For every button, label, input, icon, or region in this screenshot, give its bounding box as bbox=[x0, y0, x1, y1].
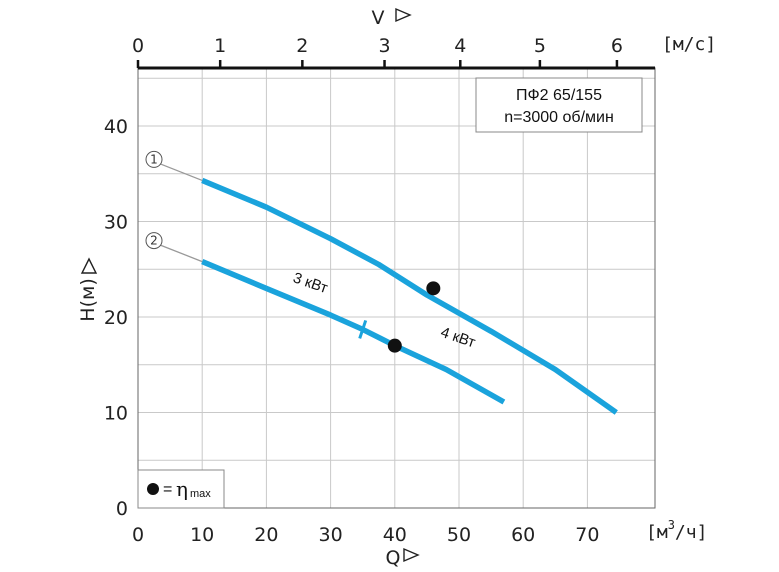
grid bbox=[138, 68, 655, 508]
top-tick-label: 2 bbox=[296, 35, 308, 57]
x-axis-arrow-icon bbox=[403, 547, 420, 563]
x-axis-title: Q bbox=[386, 547, 401, 569]
x-tick-label: 0 bbox=[132, 524, 144, 546]
legend-eta-sub: max bbox=[190, 488, 211, 500]
curve-1-line bbox=[201, 177, 618, 415]
y-tick-label: 20 bbox=[104, 307, 128, 329]
info-box-frame bbox=[475, 77, 643, 133]
x-tick-label: 50 bbox=[447, 524, 471, 546]
top-tick-label: 1 bbox=[214, 35, 226, 57]
x-tick-label: 20 bbox=[254, 524, 278, 546]
x-tick-label: 10 bbox=[190, 524, 214, 546]
legend: = η max bbox=[137, 469, 225, 509]
curve-2-eta-max-point bbox=[387, 338, 402, 353]
power-label: 3 кВт bbox=[291, 269, 330, 297]
x-tick-label: 40 bbox=[383, 524, 407, 546]
curve-1-eta-max-point bbox=[426, 281, 441, 296]
top-tick-label: 6 bbox=[611, 35, 623, 57]
top-tick-label: 4 bbox=[454, 35, 466, 57]
power-label: 4 кВт bbox=[438, 324, 477, 352]
info-box-speed: n=3000 об/мин bbox=[504, 109, 614, 126]
y-axis-arrow-icon bbox=[80, 257, 98, 274]
y-axis-ticks: 0 10 20 30 40 bbox=[104, 116, 128, 520]
x-axis-unit: [м3/ч] bbox=[646, 518, 707, 543]
y-tick-label: 30 bbox=[104, 212, 128, 234]
x-axis-ticks: 0 10 20 30 40 50 60 70 bbox=[132, 524, 600, 546]
curve-2-extrapolation bbox=[153, 241, 203, 263]
info-box-model: ПФ2 65/155 bbox=[516, 87, 602, 104]
top-tick-label: 0 bbox=[132, 35, 144, 57]
y-axis-title: H(м) bbox=[77, 278, 99, 321]
curve-1-marker-circle bbox=[145, 150, 163, 168]
top-tick-label: 5 bbox=[534, 35, 546, 57]
legend-eta: η bbox=[176, 477, 188, 501]
x-tick-label: 60 bbox=[511, 524, 535, 546]
legend-equals: = bbox=[163, 481, 172, 498]
top-tick-label: 3 bbox=[378, 35, 390, 57]
legend-eta-marker bbox=[147, 483, 159, 495]
y-tick-label: 0 bbox=[116, 498, 128, 520]
curves: 1 2 3 кВт 4 кВт bbox=[145, 150, 618, 415]
curve-2-marker-circle bbox=[145, 232, 163, 250]
top-axis-unit: [м/с] bbox=[662, 34, 716, 55]
plot-frame bbox=[137, 67, 656, 509]
info-box: ПФ2 65/155 n=3000 об/мин bbox=[475, 77, 643, 133]
top-axis-arrow-icon bbox=[395, 7, 412, 23]
curve-1-number: 1 bbox=[150, 152, 158, 166]
curve-1-extrapolation bbox=[153, 160, 203, 182]
x-tick-label: 30 bbox=[319, 524, 343, 546]
power-change-tick bbox=[358, 319, 368, 339]
top-axis-title: V bbox=[372, 7, 385, 29]
x-tick-label: 70 bbox=[575, 524, 599, 546]
top-axis-ticks: 0 1 2 3 4 5 6 bbox=[132, 35, 623, 68]
y-tick-label: 10 bbox=[104, 403, 128, 425]
y-tick-label: 40 bbox=[104, 116, 128, 138]
curve-2-number: 2 bbox=[150, 234, 158, 248]
